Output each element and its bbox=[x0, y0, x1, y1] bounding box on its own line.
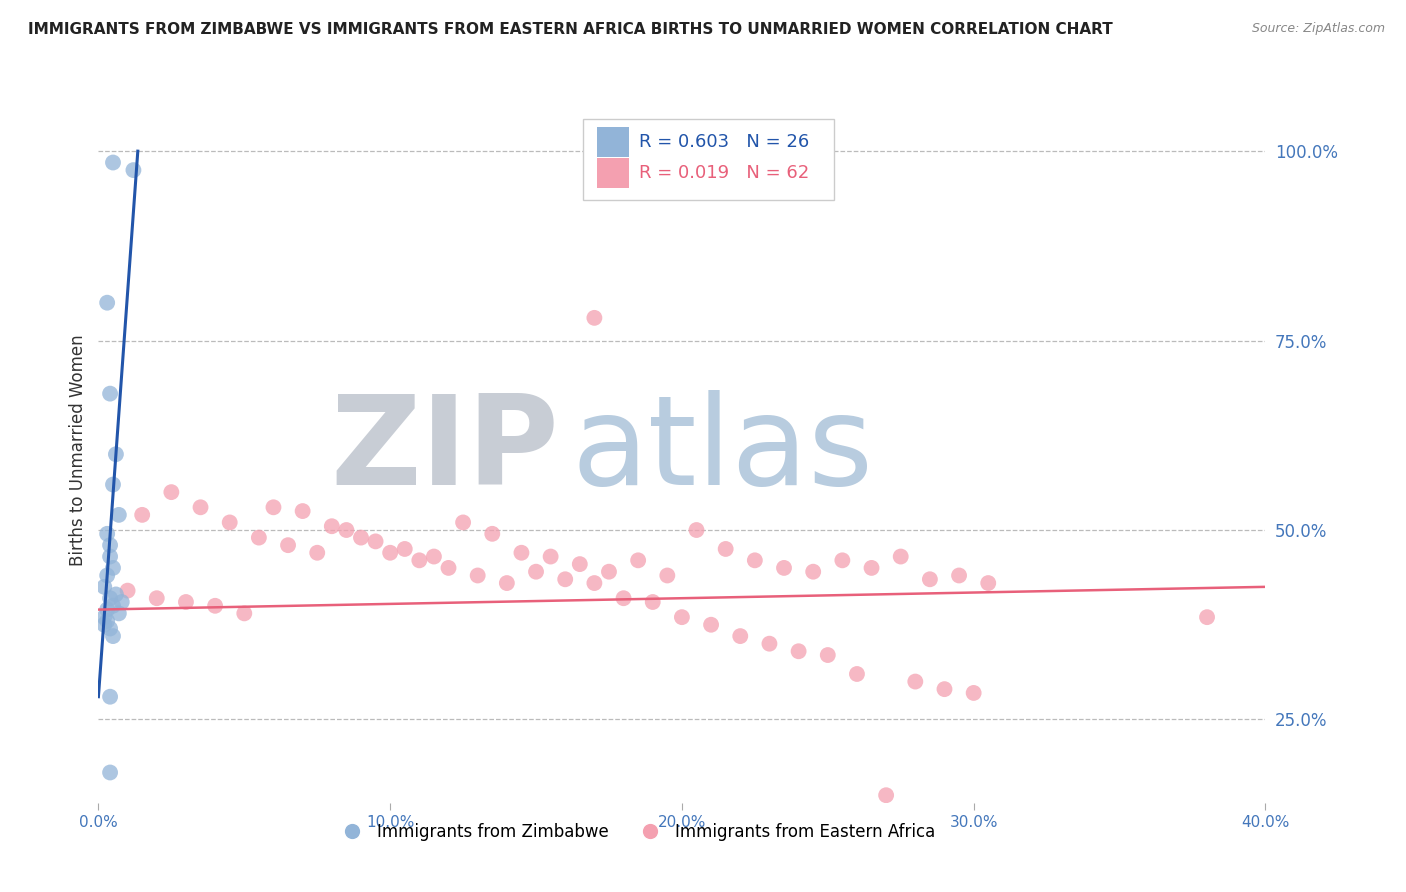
Legend: Immigrants from Zimbabwe, Immigrants from Eastern Africa: Immigrants from Zimbabwe, Immigrants fro… bbox=[329, 816, 942, 847]
Point bbox=[218, 516, 240, 530]
Point bbox=[190, 500, 212, 515]
Point bbox=[394, 541, 416, 556]
Point bbox=[96, 526, 118, 541]
Point bbox=[451, 516, 474, 530]
Point bbox=[1197, 610, 1219, 624]
Point bbox=[496, 576, 519, 591]
Point bbox=[96, 614, 118, 628]
Point bbox=[98, 622, 121, 636]
Point bbox=[408, 553, 430, 567]
Point bbox=[104, 447, 127, 461]
Text: IMMIGRANTS FROM ZIMBABWE VS IMMIGRANTS FROM EASTERN AFRICA BIRTHS TO UNMARRIED W: IMMIGRANTS FROM ZIMBABWE VS IMMIGRANTS F… bbox=[28, 22, 1114, 37]
Bar bbox=[596, 158, 630, 187]
Point bbox=[977, 576, 1000, 591]
Point bbox=[350, 531, 373, 545]
Point bbox=[918, 572, 941, 586]
Point bbox=[204, 599, 226, 613]
Point bbox=[540, 549, 562, 564]
Point bbox=[247, 531, 270, 545]
FancyBboxPatch shape bbox=[582, 120, 834, 201]
Point bbox=[934, 682, 956, 697]
Point bbox=[335, 523, 357, 537]
Point bbox=[263, 500, 285, 515]
Point bbox=[801, 565, 824, 579]
Point bbox=[714, 541, 737, 556]
Point bbox=[96, 568, 118, 582]
Point bbox=[730, 629, 752, 643]
Point bbox=[160, 485, 183, 500]
Point bbox=[101, 561, 124, 575]
Point bbox=[467, 568, 489, 582]
Point bbox=[98, 386, 121, 401]
Point bbox=[773, 561, 796, 575]
Point bbox=[860, 561, 883, 575]
Text: ZIP: ZIP bbox=[330, 390, 560, 511]
Point bbox=[671, 610, 693, 624]
Point bbox=[93, 610, 115, 624]
Point bbox=[685, 523, 707, 537]
Y-axis label: Births to Unmarried Women: Births to Unmarried Women bbox=[69, 334, 87, 566]
Point bbox=[277, 538, 299, 552]
Text: R = 0.019   N = 62: R = 0.019 N = 62 bbox=[638, 164, 808, 182]
Point bbox=[108, 508, 131, 522]
Point bbox=[98, 591, 121, 606]
Point bbox=[598, 565, 620, 579]
Text: atlas: atlas bbox=[571, 390, 873, 511]
Point bbox=[583, 576, 606, 591]
Point bbox=[524, 565, 547, 579]
Point bbox=[904, 674, 927, 689]
Point bbox=[93, 580, 115, 594]
Point bbox=[744, 553, 766, 567]
Point bbox=[96, 602, 118, 616]
Point bbox=[657, 568, 679, 582]
Point bbox=[111, 595, 134, 609]
Point bbox=[122, 163, 145, 178]
Point bbox=[101, 155, 124, 169]
Point bbox=[700, 617, 723, 632]
Point bbox=[437, 561, 460, 575]
Point bbox=[98, 765, 121, 780]
Point bbox=[364, 534, 387, 549]
Point bbox=[98, 549, 121, 564]
Point bbox=[831, 553, 853, 567]
Point bbox=[174, 595, 197, 609]
Point bbox=[321, 519, 343, 533]
Point bbox=[568, 557, 591, 571]
Point bbox=[101, 599, 124, 613]
Point bbox=[875, 789, 897, 803]
Point bbox=[846, 667, 869, 681]
Point bbox=[423, 549, 446, 564]
Point bbox=[613, 591, 636, 606]
Point bbox=[583, 310, 606, 325]
Point bbox=[481, 526, 503, 541]
Point bbox=[117, 583, 139, 598]
Point bbox=[233, 607, 256, 621]
Point bbox=[108, 607, 131, 621]
Text: R = 0.603   N = 26: R = 0.603 N = 26 bbox=[638, 133, 808, 151]
Point bbox=[98, 538, 121, 552]
Point bbox=[787, 644, 810, 658]
Point bbox=[131, 508, 153, 522]
Point bbox=[627, 553, 650, 567]
Point bbox=[948, 568, 970, 582]
Point bbox=[146, 591, 169, 606]
Point bbox=[890, 549, 912, 564]
Point bbox=[98, 690, 121, 704]
Point bbox=[962, 686, 984, 700]
Point bbox=[307, 546, 329, 560]
Point bbox=[817, 648, 839, 662]
Point bbox=[291, 504, 314, 518]
Point bbox=[641, 595, 664, 609]
Point bbox=[101, 629, 124, 643]
Point bbox=[101, 477, 124, 491]
Point bbox=[380, 546, 402, 560]
Point bbox=[510, 546, 533, 560]
Point bbox=[93, 617, 115, 632]
Bar bbox=[596, 127, 630, 157]
Text: Source: ZipAtlas.com: Source: ZipAtlas.com bbox=[1251, 22, 1385, 36]
Point bbox=[96, 295, 118, 310]
Point bbox=[758, 637, 780, 651]
Point bbox=[554, 572, 576, 586]
Point bbox=[104, 587, 127, 601]
